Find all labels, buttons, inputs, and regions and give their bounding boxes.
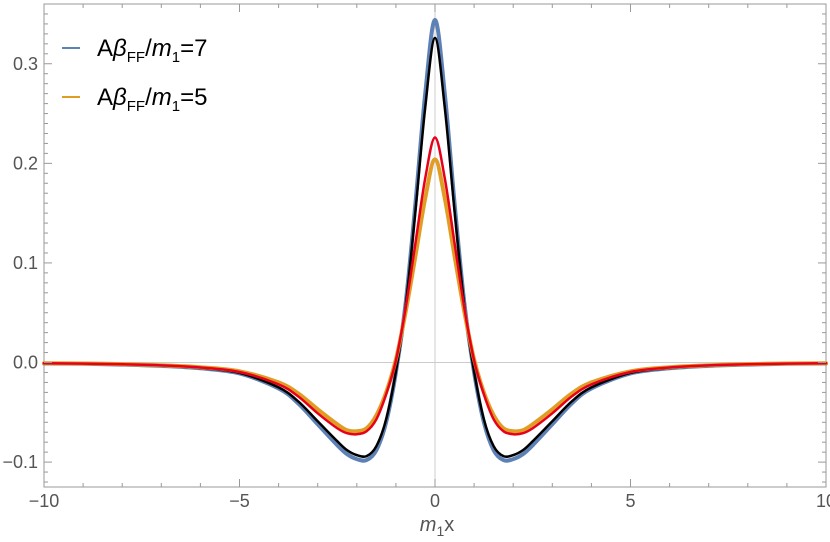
legend-item-2: AβFF/m1=5 [62, 84, 207, 115]
series-line-2 [42, 36, 828, 458]
series-line-4 [42, 136, 828, 436]
y-tick-label: 0.3 [13, 54, 38, 74]
x-tick-label: 10 [816, 491, 830, 511]
legend-label-1: AβFF/m1=7 [97, 35, 207, 66]
legend-label-2: AβFF/m1=5 [97, 84, 207, 115]
reference-lines [44, 4, 826, 487]
x-axis-ticks: −10 −5 0 5 10 [29, 4, 830, 511]
series-layer [42, 17, 828, 463]
y-tick-label: −0.1 [2, 452, 38, 472]
x-tick-label: 5 [625, 491, 635, 511]
series-line-3 [42, 157, 828, 434]
x-tick-label: −10 [29, 491, 60, 511]
x-tick-label: −5 [229, 491, 250, 511]
y-tick-label: 0.2 [13, 153, 38, 173]
x-axis-title: m1x [420, 514, 454, 539]
x-tick-label: 0 [430, 491, 440, 511]
legend-item-1: AβFF/m1=7 [62, 35, 207, 66]
y-tick-label: 0.0 [13, 353, 38, 373]
y-tick-label: 0.1 [13, 253, 38, 273]
y-axis-ticks: −0.1 0.0 0.1 0.2 0.3 [2, 13, 826, 483]
legend: AβFF/m1=7 AβFF/m1=5 [62, 35, 207, 115]
